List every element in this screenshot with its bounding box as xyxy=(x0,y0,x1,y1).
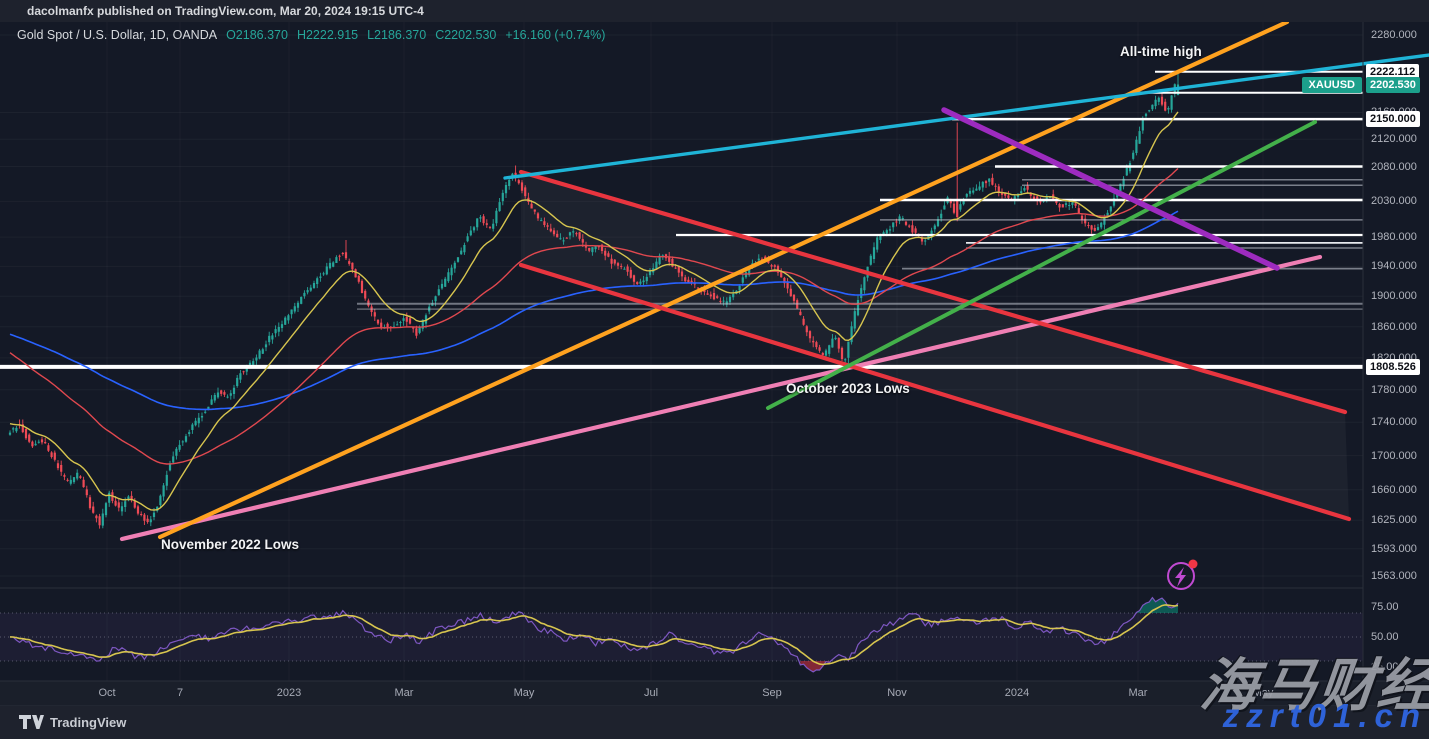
price-label-box: 2202.530 xyxy=(1366,77,1420,93)
trendline-red-channel-top xyxy=(518,169,1348,415)
time-tick-label: 7 xyxy=(176,687,184,699)
price-label-box: 2222.112 xyxy=(1366,64,1420,80)
time-axis[interactable]: Oct 7 2023 Mar May Jul Sep Nov 2024 Mar May xyxy=(0,681,1363,706)
tradingview-logo-icon xyxy=(19,715,44,729)
footer-bar: TradingView xyxy=(0,706,1429,739)
legend-high: H2222.915 xyxy=(296,28,359,42)
price-axis[interactable]: 2280.0002160.0002120.0002080.0002030.000… xyxy=(1364,22,1429,706)
price-tick-label: 1625.000 xyxy=(1371,514,1417,526)
ma-red xyxy=(9,167,1179,465)
rsi-band xyxy=(0,613,1363,661)
trendline-red-channel-bottom xyxy=(518,262,1352,522)
price-label-box: 2150.000 xyxy=(1366,111,1420,127)
ma-blue xyxy=(9,210,1179,411)
annotation-october-2023-lows: October 2023 Lows xyxy=(786,381,910,396)
rsi-ma-line xyxy=(9,604,1179,666)
tradingview-brand-label: TradingView xyxy=(50,714,127,730)
symbol-title[interactable]: Gold Spot / U.S. Dollar, 1D, OANDA xyxy=(17,28,218,42)
price-tick-label: 1740.000 xyxy=(1371,416,1417,428)
time-tick-label: 2023 xyxy=(276,687,302,699)
price-tick-label: 1980.000 xyxy=(1371,231,1417,243)
symbol-legend[interactable]: Gold Spot / U.S. Dollar, 1D, OANDA O2186… xyxy=(17,28,605,42)
publish-line: dacolmanfx published on TradingView.com,… xyxy=(27,4,424,18)
time-tick-label: Nov xyxy=(887,687,907,699)
time-tick-label: May xyxy=(513,687,535,699)
price-tick-label: 2120.000 xyxy=(1371,133,1417,145)
price-tick-label: 2280.000 xyxy=(1371,29,1417,41)
watermark-url: zzrt01.cn xyxy=(1222,697,1427,734)
tradingview-brand-link[interactable]: TradingView xyxy=(18,714,126,730)
annotation-november-2022-lows: November 2022 Lows xyxy=(161,537,300,552)
time-tick-label: Mar xyxy=(1128,687,1148,699)
notification-dot xyxy=(1188,559,1198,569)
trendline-purple-descending xyxy=(941,107,1280,271)
time-tick-label: Mar xyxy=(394,687,414,699)
legend-change: +16.160 (+0.74%) xyxy=(505,28,606,42)
legend-close: C2202.530 xyxy=(435,28,497,42)
rsi-tick-label: 50.00 xyxy=(1371,631,1399,643)
time-tick-label: May xyxy=(1252,687,1274,699)
lightning-icon[interactable] xyxy=(1167,562,1195,590)
price-tick-label: 2080.000 xyxy=(1371,161,1417,173)
lightning-bolt-glyph xyxy=(1175,567,1186,587)
rsi-overbought-fill xyxy=(1136,597,1178,613)
symbol-price-tag: XAUUSD xyxy=(1301,77,1362,93)
trendline-green-ascending xyxy=(766,120,1317,410)
publish-strip xyxy=(0,0,1429,22)
legend-low: L2186.370 xyxy=(367,28,427,42)
price-label-box: 1808.526 xyxy=(1366,359,1420,375)
rsi-tick-label: 75.00 xyxy=(1371,601,1399,613)
price-tick-label: 1780.000 xyxy=(1371,384,1417,396)
rsi-line xyxy=(9,596,1179,673)
time-tick-label: Sep xyxy=(762,687,782,699)
trendline-pink-support xyxy=(119,254,1323,542)
trendline-cyan-resistance xyxy=(503,53,1429,180)
price-tick-label: 1940.000 xyxy=(1371,260,1417,272)
price-tick-label: 2030.000 xyxy=(1371,195,1417,207)
time-tick-label: Oct xyxy=(98,687,116,699)
ma-yellow xyxy=(9,111,1179,511)
price-tick-label: 1700.000 xyxy=(1371,450,1417,462)
legend-open: O2186.370 xyxy=(226,28,288,42)
price-tick-label: 1860.000 xyxy=(1371,321,1417,333)
rsi-tick-label: 25.00 xyxy=(1371,661,1399,673)
chart-background xyxy=(0,22,1429,706)
price-tick-label: 1593.000 xyxy=(1371,543,1417,555)
price-tick-label: 1563.000 xyxy=(1371,570,1417,582)
time-axis-strip xyxy=(0,681,1429,706)
price-tick-label: 1900.000 xyxy=(1371,290,1417,302)
time-tick-label: Jul xyxy=(643,687,659,699)
annotation-all-time-high: All-time high xyxy=(1120,44,1202,59)
trendline-orange-support xyxy=(157,19,1290,540)
price-tick-label: 1660.000 xyxy=(1371,484,1417,496)
time-tick-label: 2024 xyxy=(1004,687,1030,699)
